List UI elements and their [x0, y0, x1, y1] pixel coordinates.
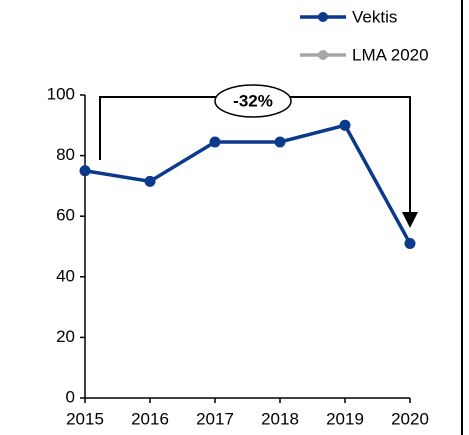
legend-marker [318, 12, 328, 22]
point [209, 136, 221, 148]
y-tick-label: 80 [56, 145, 75, 164]
series-line [84, 123, 412, 245]
y-tick-label: 20 [56, 327, 75, 346]
annotation-box [214, 84, 292, 118]
point [79, 165, 91, 177]
y-tick-label: 60 [56, 206, 75, 225]
arrow-head [402, 212, 418, 228]
x-tick-label: 2015 [66, 409, 104, 428]
annotation: -32% [233, 91, 273, 110]
x-tick-label: 2018 [261, 409, 299, 428]
x-tick-label: 2017 [196, 409, 234, 428]
legend-marker [318, 50, 328, 60]
y-tick-label: 0 [66, 387, 75, 406]
legend-label: LMA 2020 [352, 45, 429, 64]
x-tick-label: 2020 [391, 409, 429, 428]
point [339, 119, 351, 131]
y-tick-label: 100 [47, 84, 75, 103]
point [404, 237, 416, 249]
y-tick-label: 40 [56, 266, 75, 285]
point [274, 136, 286, 148]
point [144, 175, 156, 187]
x-tick-label: 2016 [131, 409, 169, 428]
legend-label: Vektis [352, 7, 397, 26]
x-tick-label: 2019 [326, 409, 364, 428]
